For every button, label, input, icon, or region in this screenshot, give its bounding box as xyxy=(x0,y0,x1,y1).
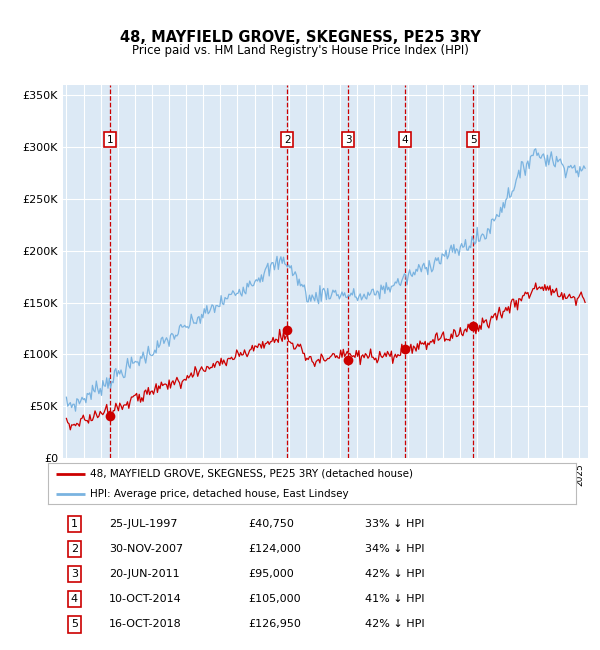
Text: 25-JUL-1997: 25-JUL-1997 xyxy=(109,519,177,528)
Text: 3: 3 xyxy=(71,569,78,579)
Text: 4: 4 xyxy=(71,594,78,604)
Text: 20-JUN-2011: 20-JUN-2011 xyxy=(109,569,179,579)
Text: 2: 2 xyxy=(284,135,290,144)
Text: 4: 4 xyxy=(401,135,408,144)
Text: 1: 1 xyxy=(71,519,78,528)
Text: £105,000: £105,000 xyxy=(248,594,301,604)
Text: 16-OCT-2018: 16-OCT-2018 xyxy=(109,619,181,629)
Text: 48, MAYFIELD GROVE, SKEGNESS, PE25 3RY (detached house): 48, MAYFIELD GROVE, SKEGNESS, PE25 3RY (… xyxy=(90,469,413,478)
Text: 42% ↓ HPI: 42% ↓ HPI xyxy=(365,569,424,579)
Text: 1: 1 xyxy=(107,135,113,144)
Text: 5: 5 xyxy=(470,135,476,144)
Text: £126,950: £126,950 xyxy=(248,619,302,629)
Text: £40,750: £40,750 xyxy=(248,519,295,528)
Text: 34% ↓ HPI: 34% ↓ HPI xyxy=(365,544,424,554)
Text: 30-NOV-2007: 30-NOV-2007 xyxy=(109,544,183,554)
Text: 41% ↓ HPI: 41% ↓ HPI xyxy=(365,594,424,604)
Text: 42% ↓ HPI: 42% ↓ HPI xyxy=(365,619,424,629)
Text: 2: 2 xyxy=(71,544,78,554)
Text: Price paid vs. HM Land Registry's House Price Index (HPI): Price paid vs. HM Land Registry's House … xyxy=(131,44,469,57)
Text: 5: 5 xyxy=(71,619,78,629)
Text: HPI: Average price, detached house, East Lindsey: HPI: Average price, detached house, East… xyxy=(90,489,349,499)
Text: 48, MAYFIELD GROVE, SKEGNESS, PE25 3RY: 48, MAYFIELD GROVE, SKEGNESS, PE25 3RY xyxy=(119,30,481,46)
Text: £124,000: £124,000 xyxy=(248,544,302,554)
Text: 33% ↓ HPI: 33% ↓ HPI xyxy=(365,519,424,528)
Text: 10-OCT-2014: 10-OCT-2014 xyxy=(109,594,181,604)
Text: 3: 3 xyxy=(345,135,352,144)
Text: £95,000: £95,000 xyxy=(248,569,295,579)
